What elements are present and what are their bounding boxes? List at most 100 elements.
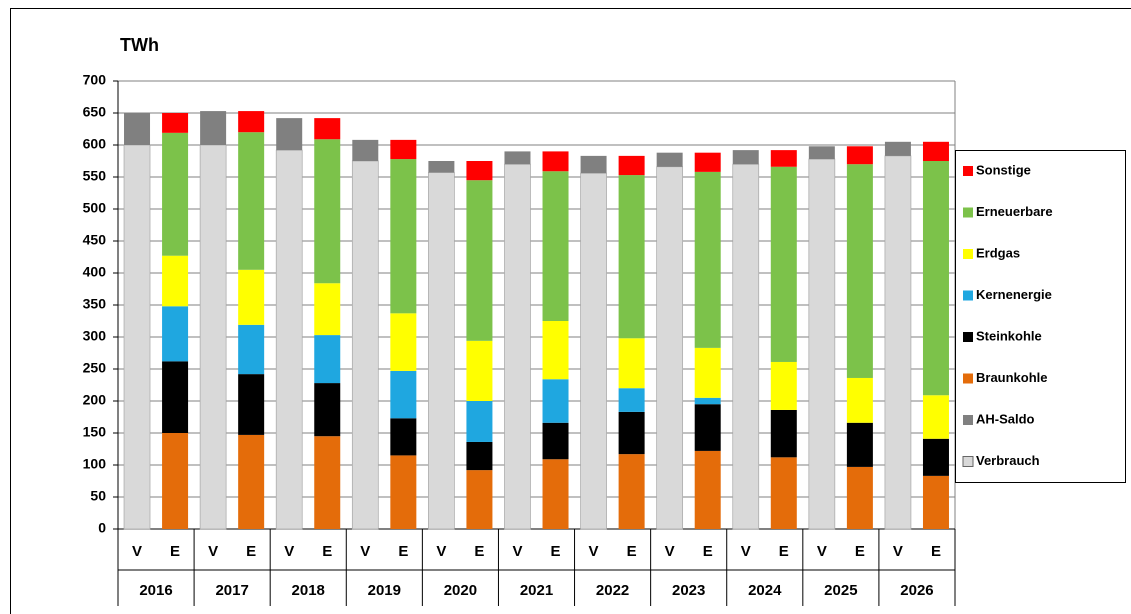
bar-segment (275, 149, 303, 530)
bar-segment (162, 113, 189, 133)
bar-segment (846, 466, 873, 529)
bar-segment (314, 335, 341, 384)
bar-segment (694, 404, 721, 451)
legend-swatch (963, 166, 973, 176)
legend-label: Braunkohle (976, 370, 1048, 385)
x-tick-label: V (132, 543, 142, 560)
x-tick-label: V (436, 543, 446, 560)
bar-segment (922, 438, 949, 476)
bar-segment (390, 418, 417, 456)
bar-segment (656, 152, 683, 167)
y-tick-label: 150 (83, 424, 107, 440)
bar-segment (618, 155, 645, 176)
y-tick-label: 550 (83, 168, 107, 184)
bar-segment (694, 347, 721, 398)
bar-segment (390, 370, 417, 419)
bar-segment (428, 161, 455, 173)
bar-segment (884, 155, 912, 530)
bar-segment (390, 139, 417, 160)
bar-segment (162, 433, 189, 529)
legend-box (955, 150, 1126, 483)
bar-segment (732, 163, 760, 530)
bar-segment (694, 450, 721, 529)
group-label: 2024 (748, 582, 782, 599)
bar-segment (390, 313, 417, 371)
y-tick-label: 250 (83, 360, 107, 376)
bar-segment (770, 409, 797, 458)
y-tick-label: 300 (83, 328, 107, 344)
x-tick-label: V (741, 543, 751, 560)
y-tick-label: 400 (83, 264, 107, 280)
bar-segment (922, 141, 949, 161)
bar-segment (922, 475, 949, 529)
legend: Verbrauch AH-Saldo Braunkohle Steinkohle Ker… (955, 150, 1126, 483)
group-label: 2016 (139, 582, 172, 599)
bar-segment (200, 111, 227, 145)
x-tick-label: E (855, 543, 865, 560)
bar-segment (694, 171, 721, 348)
bar-segment (162, 306, 189, 362)
bar-segment (390, 455, 417, 529)
bar-segment (466, 161, 493, 181)
bar-segment (694, 397, 721, 405)
chart-title: TWh (120, 35, 159, 55)
x-tick-label: E (474, 543, 484, 560)
bar-segment (922, 395, 949, 439)
x-tick-label: E (398, 543, 408, 560)
legend-label: Sonstige (976, 162, 1031, 177)
bar-segment (504, 163, 531, 530)
legend-label: Kernenergie (976, 287, 1052, 302)
group-label: 2019 (368, 582, 401, 599)
x-tick-label: E (170, 543, 180, 560)
bar-segment (542, 151, 569, 172)
bar-segment (199, 144, 227, 530)
y-tick-label: 450 (83, 232, 107, 248)
x-tick-label: V (284, 543, 294, 560)
bar-segment (162, 361, 189, 433)
bar-segment (314, 139, 341, 284)
x-tick-label: E (703, 543, 713, 560)
bar-segment (542, 171, 569, 321)
legend-swatch (963, 332, 973, 342)
group-label: 2025 (824, 582, 857, 599)
x-tick-label: E (779, 543, 789, 560)
bar-segment (846, 377, 873, 423)
bar-segment (314, 283, 341, 336)
bar-segment (922, 161, 949, 396)
x-tick-label: V (589, 543, 599, 560)
bar-segment (466, 401, 493, 442)
y-tick-label: 650 (83, 104, 107, 120)
bar-segment (808, 158, 836, 530)
bar-segment (466, 180, 493, 341)
group-label: 2026 (900, 582, 933, 599)
group-label: 2021 (520, 582, 553, 599)
bar-segment (351, 160, 379, 530)
bar-segment (542, 321, 569, 380)
y-tick-label: 50 (90, 488, 106, 504)
bar-segment (770, 361, 797, 410)
bar-segment (770, 457, 797, 529)
bar-segment (276, 118, 303, 151)
legend-swatch (963, 290, 973, 301)
bar-segment (808, 146, 835, 160)
bar-segment (428, 172, 455, 530)
legend-label: Erdgas (976, 245, 1020, 260)
y-tick-label: 700 (83, 72, 107, 88)
bar-segment (238, 324, 265, 375)
bar-segment (770, 150, 797, 167)
bar-segment (314, 118, 341, 140)
x-tick-label: E (246, 543, 256, 560)
bar-segment (846, 422, 873, 467)
legend-swatch (962, 456, 974, 467)
bar-segment (884, 141, 911, 156)
bar-segment (504, 151, 531, 165)
x-tick-label: V (817, 543, 827, 560)
bar-segment (238, 374, 265, 435)
legend-label: Erneuerbare (976, 204, 1053, 219)
legend-label: Verbrauch (976, 453, 1040, 468)
y-tick-label: 350 (83, 296, 107, 312)
bar-segment (466, 441, 493, 471)
bar-segment (162, 132, 189, 256)
group-label: 2023 (672, 582, 705, 599)
